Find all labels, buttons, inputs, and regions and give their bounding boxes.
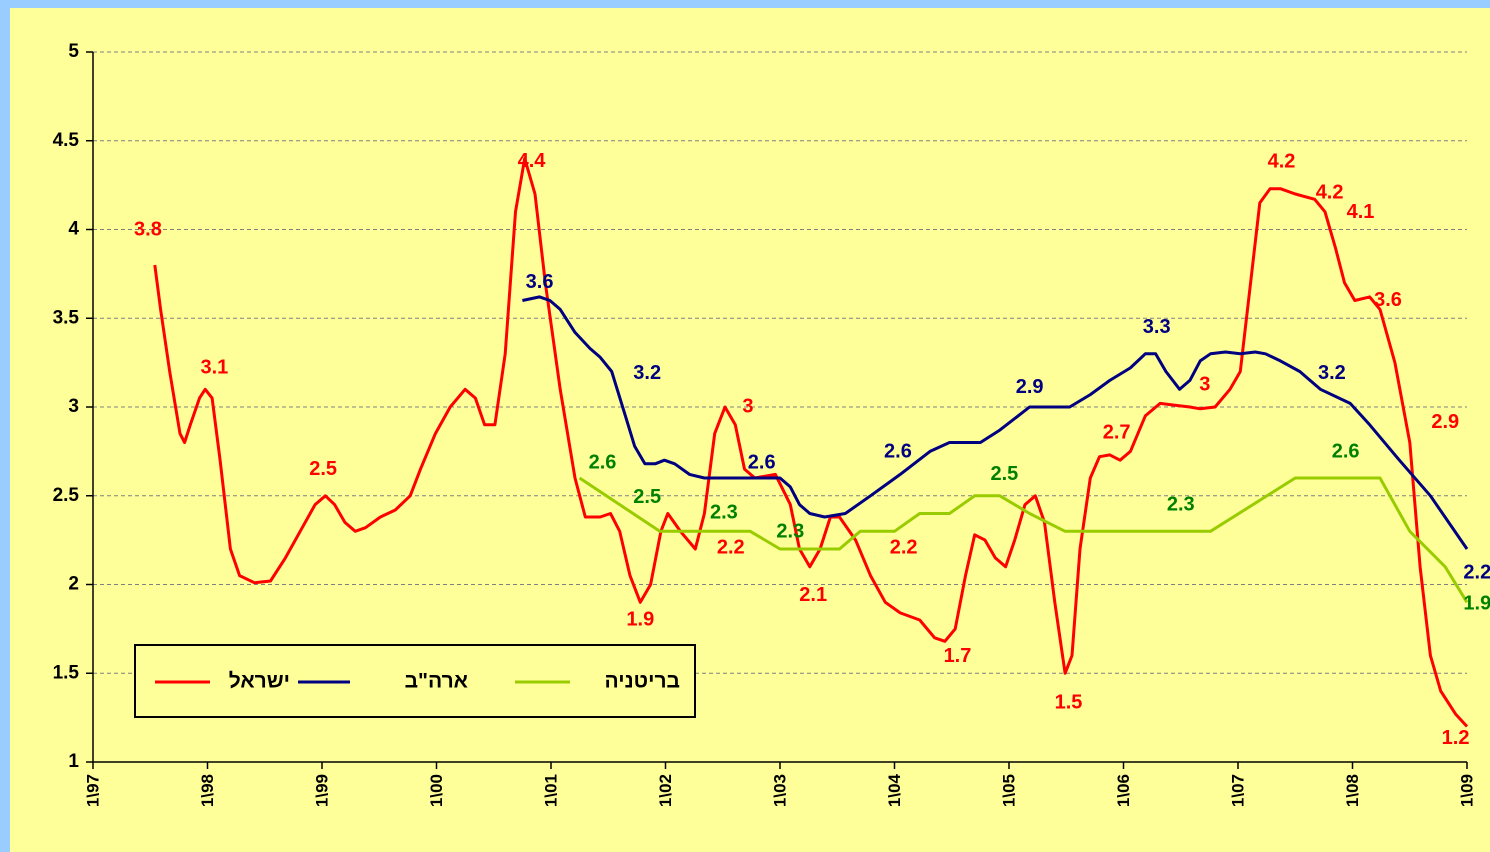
y-tick-label: 2.5 [53,485,80,506]
x-tick-label: 1\03 [770,774,789,807]
y-tick-label: 2 [68,574,79,595]
x-tick-label: 1\02 [656,774,675,807]
x-tick-label: 1\07 [1228,774,1247,807]
x-tick-label: 1\04 [885,773,904,807]
y-tick-label: 3 [68,396,79,417]
x-tick-label: 1\08 [1343,774,1362,807]
data-label: 1.9 [1463,593,1490,615]
data-label: 3.2 [1318,362,1346,384]
data-label: 2.5 [309,458,337,480]
x-tick-label: 1\98 [198,774,217,807]
x-tick-label: 1\09 [1457,774,1476,807]
data-label: 2.2 [890,536,918,558]
data-label: 2.3 [1167,494,1195,516]
series-line [578,476,1469,604]
data-label: 4.2 [1268,150,1296,172]
data-label: 3 [1199,373,1210,395]
y-tick-label: 5 [68,41,79,62]
series-line [522,295,1469,550]
y-tick-label: 1.5 [53,662,80,683]
data-label: 4.1 [1347,201,1375,223]
data-label: 1.7 [944,645,972,667]
x-tick-label: 1\97 [83,774,102,807]
x-tick-label: 1\99 [312,774,331,807]
labels: 3.83.12.54.41.932.22.12.21.71.52.734.24.… [134,150,1490,749]
legend-entries: ישראל ארה"ב בריטניה [155,670,680,693]
legend-label: בריטניה [605,670,681,693]
y-tick-label: 4.5 [53,130,80,151]
y-tick-label: 3.5 [53,307,80,328]
grid: 1 1.5 2 2.5 3 3.5 4 4.5 5 1\97 1\98 1\99 1\00 1\01 1\0… [53,41,1477,807]
data-label: 2.2 [717,536,745,558]
x-tick-label: 1\05 [999,774,1018,807]
data-label: 1.2 [1442,727,1470,749]
data-label: 2.6 [589,451,617,473]
data-label: 2.1 [799,584,827,606]
data-label: 2.5 [633,486,661,508]
data-label: 3.2 [633,362,661,384]
data-label: 2.7 [1103,422,1131,444]
data-label: 2.3 [776,521,804,543]
legend-label: ישראל [229,670,290,693]
data-label: 3.8 [134,218,162,240]
data-label: 2.5 [991,463,1019,485]
y-tick-label: 4 [68,219,79,240]
data-label: 2.6 [748,451,776,473]
data-label: 2.6 [1332,440,1360,462]
lines [153,157,1469,728]
data-label: 4.4 [518,150,547,172]
data-label: 3 [742,395,753,417]
y-tick-label: 1 [68,751,79,772]
data-label: 2.3 [710,502,738,524]
chart-area [10,8,1490,852]
data-label: 3.1 [200,357,228,379]
data-label: 1.9 [626,609,654,631]
data-label: 4.2 [1316,181,1344,203]
data-label: 2.6 [884,440,912,462]
legend-label: ארה"ב [405,670,468,693]
data-label: 2.2 [1463,561,1490,583]
x-tick-label: 1\00 [427,774,446,807]
data-label: 2.9 [1016,376,1044,398]
data-label: 3.6 [526,271,554,293]
data-label: 3.6 [1374,289,1402,311]
series-line [153,157,1469,728]
x-tick-label: 1\06 [1114,774,1133,807]
data-label: 1.5 [1055,692,1083,714]
data-label: 3.3 [1143,316,1171,338]
data-label: 2.9 [1431,411,1459,433]
x-tick-label: 1\01 [541,774,560,807]
legend [134,644,696,718]
